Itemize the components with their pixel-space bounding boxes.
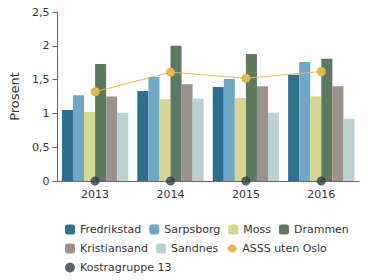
svg-text:2013: 2013: [81, 188, 109, 201]
svg-text:2016: 2016: [307, 188, 335, 201]
svg-text:2: 2: [42, 39, 49, 52]
svg-text:Kostragruppe 13: Kostragruppe 13: [80, 261, 171, 274]
svg-text:0: 0: [42, 175, 49, 188]
svg-text:Prosent: Prosent: [7, 72, 22, 121]
svg-text:Drammen: Drammen: [294, 223, 349, 236]
svg-text:ASSS uten Oslo: ASSS uten Oslo: [242, 242, 327, 255]
svg-text:Sandnes: Sandnes: [171, 242, 218, 255]
svg-text:Fredrikstad: Fredrikstad: [80, 223, 141, 236]
svg-text:2014: 2014: [156, 188, 184, 201]
svg-text:1,5: 1,5: [32, 73, 50, 86]
svg-text:2015: 2015: [232, 188, 260, 201]
svg-text:2,5: 2,5: [32, 6, 50, 19]
svg-text:Moss: Moss: [243, 223, 271, 236]
svg-text:Kristiansand: Kristiansand: [80, 242, 148, 255]
svg-text:1: 1: [42, 107, 49, 120]
svg-text:0,5: 0,5: [32, 141, 50, 154]
svg-text:Sarpsborg: Sarpsborg: [164, 223, 220, 236]
